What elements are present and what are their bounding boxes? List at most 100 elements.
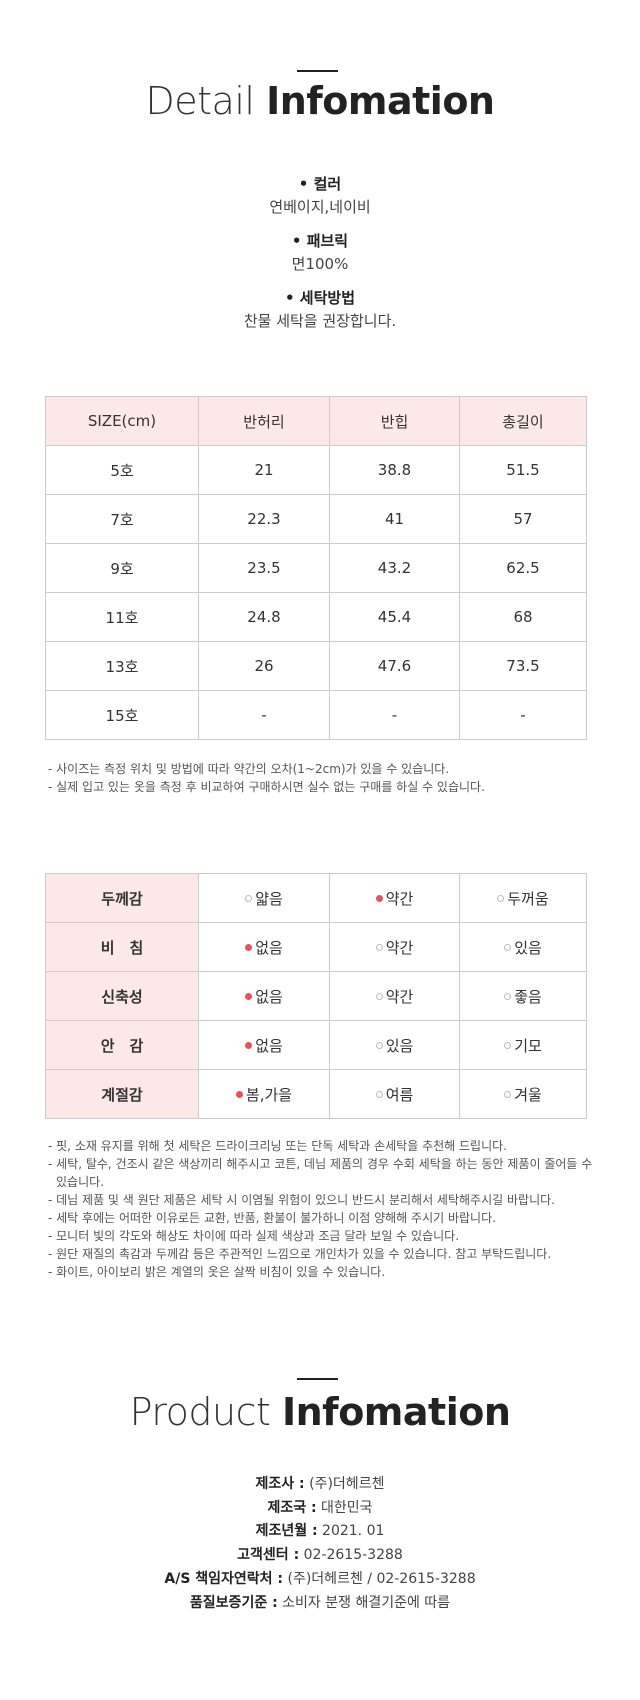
header-cell: SIZE(cm) <box>45 396 199 446</box>
option-text: 기모 <box>514 1036 542 1055</box>
size-cell: 22.3 <box>198 494 330 544</box>
info-value: 02-2615-3288 <box>303 1547 403 1564</box>
size-cell: 24.8 <box>198 592 330 642</box>
size-cell: 73.5 <box>459 641 587 691</box>
size-cell: 41 <box>329 494 460 544</box>
size-cell: 9호 <box>45 543 199 593</box>
option-text: 두꺼움 <box>507 889 549 908</box>
size-cell: 57 <box>459 494 587 544</box>
info-label: 제조국 : <box>267 1499 317 1516</box>
feel-label: 계절감 <box>45 1069 199 1119</box>
feel-label: 신축성 <box>45 971 199 1021</box>
feel-option: 있음 <box>329 1020 460 1070</box>
header-cell: 반힙 <box>329 396 460 446</box>
note: - 화이트, 아이보리 밝은 계열의 옷은 살짝 비침이 있을 수 있습니다. <box>48 1265 386 1279</box>
feel-option: 있음 <box>459 922 587 972</box>
title-light: Product <box>129 1390 271 1434</box>
size-cell: - <box>198 690 330 740</box>
option-text: 없음 <box>255 1036 283 1055</box>
divider <box>297 1378 338 1380</box>
feel-row: 비 침 없음 약간 있음 <box>45 922 587 972</box>
option-text: 여름 <box>385 1085 414 1104</box>
size-row: 13호 26 47.6 73.5 <box>45 641 587 691</box>
info-row: 제조국 : 대한민국 <box>0 1497 640 1517</box>
info-value: 2021. 01 <box>322 1523 385 1540</box>
size-row: 5호 21 38.8 51.5 <box>45 445 587 495</box>
option-text: 있음 <box>385 1036 414 1055</box>
section-title: Detail Infomation <box>0 79 640 123</box>
size-cell: 62.5 <box>459 543 587 593</box>
info-row: 제조년월 : 2021. 01 <box>0 1520 640 1540</box>
feel-table: 두께감 얇음 약간 두꺼움 비 침 없음 약간 있음 신축성 없음 약간 좋음 안 감 없음 있음 기모 계절감… <box>45 873 587 1119</box>
option-dot <box>375 943 383 951</box>
title-bold: Infomation <box>281 1390 511 1434</box>
option-dot <box>504 943 512 951</box>
feel-option: 좋음 <box>459 971 587 1021</box>
section-title: Product Infomation <box>0 1390 640 1434</box>
size-cell: 15호 <box>45 690 199 740</box>
size-row: 9호 23.5 43.2 62.5 <box>45 543 587 593</box>
option-dot <box>504 1090 512 1098</box>
feel-option: 겨울 <box>459 1069 587 1119</box>
note: - 모니터 빛의 각도와 해상도 차이에 따라 실제 색상과 조금 달라 보일 … <box>48 1229 460 1243</box>
size-cell: 43.2 <box>329 543 460 593</box>
spec-value: 연베이지,네이비 <box>269 198 371 216</box>
feel-row: 계절감 봄,가을 여름 겨울 <box>45 1069 587 1119</box>
size-cell: 21 <box>198 445 330 495</box>
option-text: 약간 <box>385 938 414 957</box>
info-value: 소비자 분쟁 해결기준에 따름 <box>282 1594 451 1611</box>
info-row: 고객센터 : 02-2615-3288 <box>0 1544 640 1564</box>
feel-option: 여름 <box>329 1069 460 1119</box>
info-label: 고객센터 : <box>237 1547 300 1564</box>
note: - 원단 재질의 촉감과 두께감 등은 주관적인 느낌으로 개인차가 있을 수 … <box>48 1247 552 1261</box>
size-cell: 7호 <box>45 494 199 544</box>
feel-label: 안 감 <box>45 1020 199 1070</box>
size-cell: - <box>459 690 587 740</box>
feel-option: 약간 <box>329 971 460 1021</box>
option-dot <box>497 894 505 902</box>
header-cell: 총길이 <box>459 396 587 446</box>
size-cell: 5호 <box>45 445 199 495</box>
info-value: (주)더헤르첸 <box>309 1476 385 1492</box>
option-dot <box>375 992 383 1000</box>
feel-row: 신축성 없음 약간 좋음 <box>45 971 587 1021</box>
option-text: 좋음 <box>514 987 542 1006</box>
note: - 실제 입고 있는 옷을 측정 후 비교하여 구매하시면 실수 없는 구매를 … <box>48 780 485 794</box>
size-row: 15호 - - - <box>45 690 587 740</box>
spec-value: 찬물 세탁을 권장합니다. <box>243 312 397 330</box>
size-cell: 38.8 <box>329 445 460 495</box>
size-cell: 23.5 <box>198 543 330 593</box>
spec-label: 세탁방법 <box>0 287 640 308</box>
option-text: 있음 <box>514 938 542 957</box>
option-dot <box>375 1090 383 1098</box>
info-row: A/S 책임자연락처 : (주)더헤르첸 / 02-2615-3288 <box>0 1568 640 1588</box>
feel-label: 비 침 <box>45 922 199 972</box>
option-dot <box>504 992 512 1000</box>
info-row: 품질보증기준 : 소비자 분쟁 해결기준에 따름 <box>0 1592 640 1612</box>
note: - 세탁 후에는 어떠한 이유로든 교환, 반품, 환불이 불가하니 이점 양해… <box>48 1211 496 1225</box>
size-row: 7호 22.3 41 57 <box>45 494 587 544</box>
divider <box>297 70 338 72</box>
feel-row: 두께감 얇음 약간 두꺼움 <box>45 873 587 923</box>
option-dot <box>375 1041 383 1049</box>
selected-dot <box>245 992 253 1000</box>
feel-option: 없음 <box>198 971 330 1021</box>
header-cell: 반허리 <box>198 396 330 446</box>
info-row: 제조사 : (주)더헤르첸 <box>0 1473 640 1493</box>
size-cell: 51.5 <box>459 445 587 495</box>
info-label: 품질보증기준 : <box>189 1594 278 1611</box>
info-value: (주)더헤르첸 / 02-2615-3288 <box>287 1570 476 1587</box>
size-cell: 26 <box>198 641 330 691</box>
feel-option: 봄,가을 <box>198 1069 330 1119</box>
size-cell: 45.4 <box>329 592 460 642</box>
size-table: SIZE(cm) 반허리 반힙 총길이 5호 21 38.8 51.5 7호 22.3 41 57 9호… <box>45 396 587 740</box>
feel-label: 두께감 <box>45 873 199 923</box>
option-text: 얇음 <box>255 889 283 908</box>
feel-option: 약간 <box>329 922 460 972</box>
spec-label: 컬러 <box>0 173 640 194</box>
option-text: 봄,가을 <box>245 1085 293 1104</box>
feel-option: 두꺼움 <box>459 873 587 923</box>
